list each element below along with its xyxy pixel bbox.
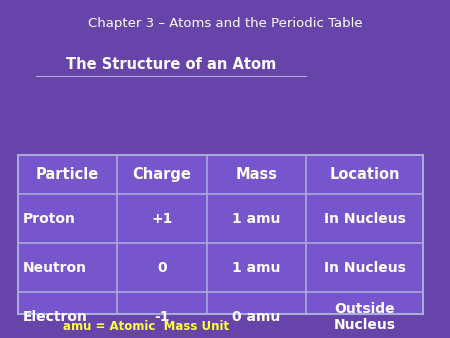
Text: Particle: Particle	[36, 167, 99, 183]
Text: Charge: Charge	[133, 167, 191, 183]
Text: Electron: Electron	[22, 310, 87, 324]
Text: 0: 0	[157, 261, 167, 275]
Text: In Nucleus: In Nucleus	[324, 212, 405, 226]
Text: -1: -1	[154, 310, 170, 324]
Text: The Structure of an Atom: The Structure of an Atom	[66, 57, 276, 72]
Bar	[18, 155, 423, 314]
Text: Location: Location	[329, 167, 400, 183]
Text: amu = Atomic  Mass Unit: amu = Atomic Mass Unit	[63, 320, 229, 333]
Text: In Nucleus: In Nucleus	[324, 261, 405, 275]
Text: +1: +1	[151, 212, 173, 226]
Text: 0 amu: 0 amu	[232, 310, 281, 324]
Text: Proton: Proton	[22, 212, 76, 226]
Text: 1 amu: 1 amu	[232, 212, 281, 226]
Text: Chapter 3 – Atoms and the Periodic Table: Chapter 3 – Atoms and the Periodic Table	[88, 17, 362, 30]
Text: 1 amu: 1 amu	[232, 261, 281, 275]
Text: Neutron: Neutron	[22, 261, 86, 275]
Text: Outside
Nucleus: Outside Nucleus	[333, 302, 396, 332]
Text: Mass: Mass	[235, 167, 278, 183]
